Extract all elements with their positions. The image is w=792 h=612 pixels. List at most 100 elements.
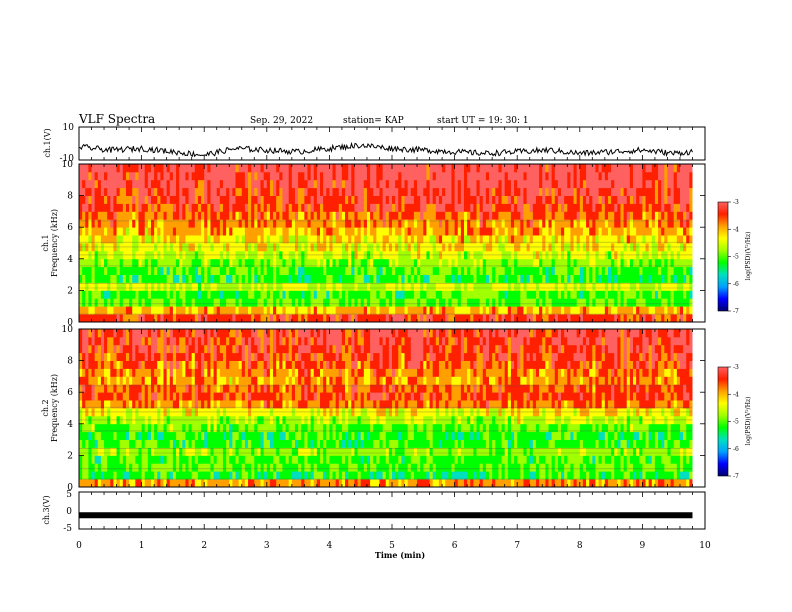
- spectrogram-cell: [579, 290, 584, 299]
- spectrogram-cell: [423, 266, 427, 275]
- spectrogram-cell: [454, 227, 459, 236]
- spectrogram-cell: [254, 282, 258, 291]
- spectrogram-cell: [489, 211, 493, 220]
- spectrogram-cell: [523, 306, 527, 315]
- spectrogram-cell: [595, 235, 599, 244]
- spectrogram-cell: [248, 195, 252, 204]
- spectrogram-cell: [207, 290, 211, 299]
- spectrogram-cell: [97, 368, 102, 377]
- spectrogram-cell: [119, 384, 124, 393]
- spectrogram-cell: [107, 219, 111, 228]
- spectrogram-cell: [661, 282, 665, 291]
- spectrogram-cell: [382, 258, 387, 268]
- spectrogram-cell: [138, 290, 142, 299]
- spectrogram-cell: [404, 211, 409, 220]
- spectrogram-cell: [639, 282, 643, 291]
- spectrogram-cell: [179, 203, 183, 212]
- spectrogram-cell: [304, 211, 308, 220]
- spectrogram-cell: [273, 290, 277, 299]
- spectrogram-cell: [104, 195, 108, 204]
- spectrogram-cell: [467, 164, 471, 173]
- spectrogram-cell: [523, 274, 527, 283]
- spectrogram-cell: [238, 266, 243, 275]
- spectrogram-cell: [573, 235, 578, 244]
- spectrogram-cell: [582, 211, 587, 220]
- spectrogram-cell: [263, 274, 268, 283]
- spectrogram-cell: [639, 195, 643, 204]
- spectrogram-cell: [589, 290, 593, 299]
- spectrogram-cell: [651, 290, 656, 299]
- spectrogram-cell: [639, 290, 643, 299]
- spectrogram-cell: [642, 298, 646, 307]
- spectrogram-cell: [539, 164, 543, 173]
- station-label: station= KAP: [343, 116, 404, 126]
- spectrogram-cell: [460, 266, 465, 275]
- spectrogram-cell: [213, 306, 218, 315]
- spectrogram-cell: [667, 203, 671, 212]
- spectrogram-cell: [370, 219, 374, 228]
- spectrogram-cell: [435, 219, 440, 228]
- spectrogram-cell: [438, 164, 443, 173]
- spectrogram-cell: [251, 274, 255, 283]
- spectrogram-cell: [138, 352, 142, 361]
- spectrogram-cell: [172, 195, 177, 204]
- spectrogram-cell: [119, 219, 124, 228]
- spectrogram-cell: [79, 360, 83, 369]
- spectrogram-cell: [107, 274, 111, 283]
- spectrogram-cell: [683, 298, 687, 307]
- spectrogram-cell: [420, 258, 424, 268]
- spectrogram-cell: [104, 227, 108, 236]
- spectrogram-cell: [163, 384, 168, 393]
- spectrogram-cell: [285, 266, 290, 275]
- spectrogram-cell: [100, 431, 105, 440]
- spectrogram-cell: [429, 187, 434, 196]
- spectrogram-cell: [614, 235, 618, 244]
- spectrogram-cell: [623, 211, 628, 220]
- spectrogram-cell: [335, 227, 340, 236]
- spectrogram-cell: [345, 164, 349, 173]
- spectrogram-cell: [116, 164, 121, 173]
- spectrogram-cell: [526, 227, 531, 236]
- spectrogram-cell: [273, 211, 277, 220]
- spectrogram-cell: [285, 298, 290, 307]
- spectrogram-cell: [661, 235, 665, 244]
- spectrogram-cell: [135, 179, 139, 189]
- spectrogram-cell: [97, 471, 102, 480]
- spectrogram-cell: [135, 471, 139, 480]
- spectrogram-cell: [532, 290, 537, 299]
- spectrogram-cell: [348, 282, 352, 291]
- spectrogram-cell: [498, 195, 502, 204]
- spectrogram-cell: [495, 235, 499, 244]
- spectrogram-cell: [201, 290, 205, 299]
- spectrogram-cell: [188, 258, 193, 268]
- spectrogram-cell: [348, 179, 352, 189]
- spectrogram-cell: [304, 203, 308, 212]
- spectrogram-cell: [626, 258, 631, 268]
- spectrogram-cell: [495, 227, 499, 236]
- spectrogram-cell: [213, 203, 218, 212]
- spectrogram-cell: [235, 187, 240, 196]
- spectrogram-cell: [460, 274, 465, 283]
- spectrogram-cell: [144, 455, 149, 464]
- spectrogram-cell: [294, 314, 299, 322]
- spectrogram-cell: [320, 298, 324, 307]
- spectrogram-cell: [326, 195, 330, 204]
- spectrogram-cell: [498, 290, 502, 299]
- spectrogram-cell: [323, 195, 327, 204]
- spectrogram-cell: [110, 376, 114, 385]
- spectrogram-cell: [116, 423, 121, 433]
- spectrogram-cell: [116, 171, 121, 181]
- spectrogram-cell: [589, 258, 593, 268]
- spectrogram-cell: [85, 306, 89, 315]
- spectrogram-cell: [85, 376, 89, 385]
- spectrogram-cell: [626, 298, 631, 307]
- spectrogram-cell: [160, 290, 164, 299]
- spectrogram-cell: [172, 471, 177, 480]
- spectrogram-cell: [144, 423, 149, 433]
- spectrogram-cell: [88, 439, 92, 448]
- spectrogram-cell: [520, 219, 524, 228]
- spectrogram-cell: [460, 258, 465, 268]
- spectrogram-cell: [97, 187, 102, 196]
- spectrogram-cell: [404, 171, 409, 181]
- spectrogram-cell: [88, 314, 92, 322]
